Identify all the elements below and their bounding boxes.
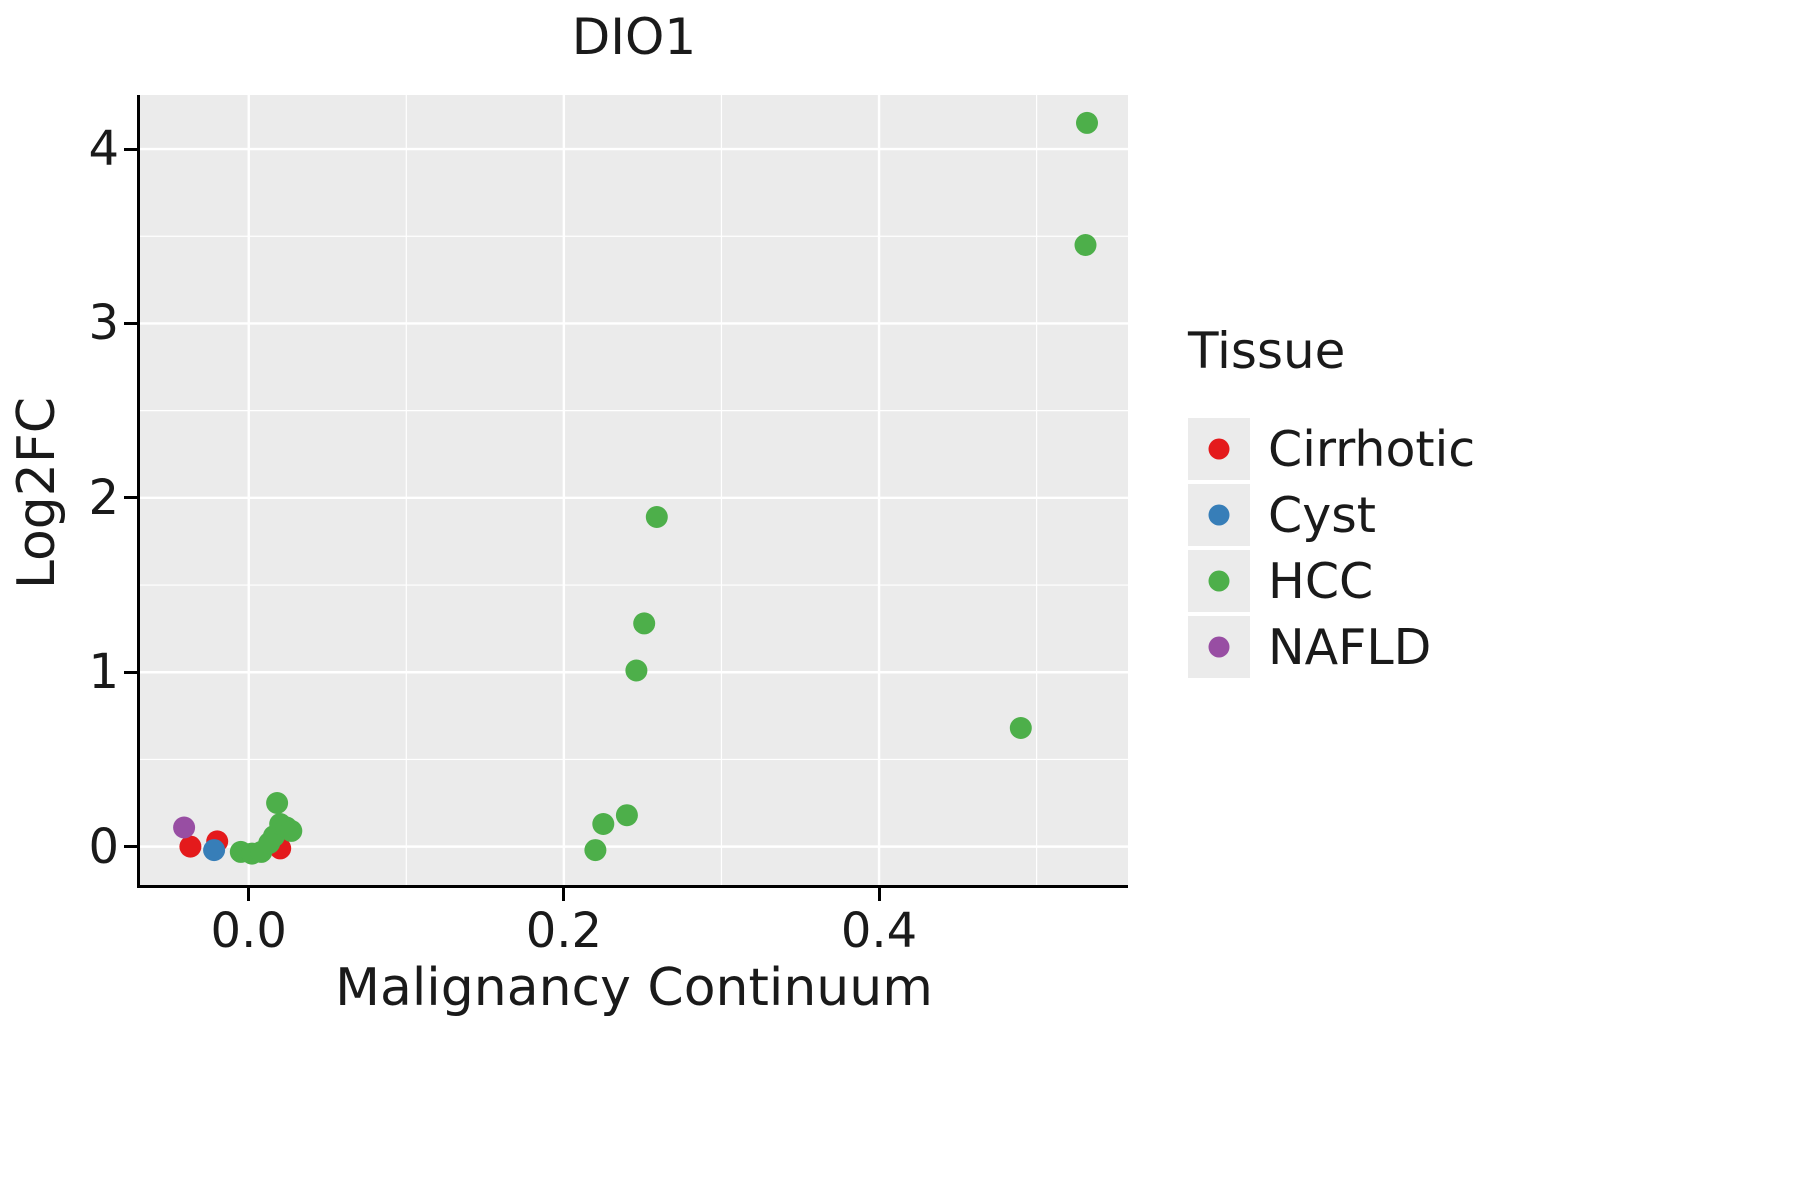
legend-item-cirrhotic: Cirrhotic: [1188, 418, 1475, 480]
legend-label: NAFLD: [1268, 618, 1432, 676]
data-point-hcc: [266, 792, 289, 814]
y-tick-mark: [124, 321, 137, 325]
y-tick-label: 2: [88, 469, 119, 526]
y-axis-line: [137, 95, 140, 888]
data-point-hcc: [280, 819, 303, 842]
y-tick-label: 3: [88, 295, 119, 352]
legend-item-cyst: Cyst: [1188, 484, 1475, 546]
legend-item-nafld: NAFLD: [1188, 616, 1475, 678]
legend-title: Tissue: [1188, 322, 1346, 380]
legend-item-hcc: HCC: [1188, 550, 1475, 612]
data-point-hcc: [625, 659, 648, 682]
legend-label: Cyst: [1268, 486, 1376, 544]
y-tick-label: 4: [88, 121, 119, 178]
x-tick-label: 0.0: [210, 903, 287, 959]
plot-panel: [140, 95, 1128, 885]
chart-title: DIO1: [571, 8, 697, 66]
data-point-cirrhotic: [179, 835, 202, 858]
legend-key: [1188, 550, 1250, 612]
legend-label: Cirrhotic: [1268, 420, 1476, 478]
data-point-hcc: [1009, 717, 1032, 739]
data-point-cyst: [203, 839, 226, 862]
y-tick-mark: [124, 496, 137, 500]
y-tick-label: 1: [88, 644, 119, 701]
legend-dot-hcc: [1208, 570, 1230, 592]
data-point-hcc: [1076, 111, 1098, 134]
data-point-hcc: [633, 612, 656, 635]
legend-dot-nafld: [1208, 636, 1230, 658]
y-tick-mark: [124, 845, 137, 849]
legend-key: [1188, 418, 1250, 480]
legend-dot-cirrhotic: [1208, 438, 1230, 460]
y-tick-mark: [124, 670, 137, 674]
data-point-hcc: [592, 813, 615, 835]
legend: Tissue Cirrhotic Cyst HCC NAFLD: [1188, 322, 1475, 682]
y-tick-mark: [124, 147, 137, 151]
x-tick-mark: [877, 888, 881, 901]
legend-items: Cirrhotic Cyst HCC NAFLD: [1188, 418, 1475, 678]
plot-area: [140, 95, 1128, 885]
legend-key: [1188, 616, 1250, 678]
data-point-hcc: [584, 839, 607, 862]
y-tick-label: 0: [88, 818, 119, 875]
x-axis-line: [137, 885, 1128, 888]
x-axis-label: Malignancy Continuum: [335, 958, 933, 1018]
legend-key: [1188, 484, 1250, 546]
legend-dot-cyst: [1208, 504, 1230, 526]
data-point-nafld: [173, 816, 196, 839]
x-tick-label: 0.4: [840, 903, 918, 959]
data-point-hcc: [615, 804, 638, 827]
x-tick-label: 0.2: [525, 903, 603, 959]
x-tick-mark: [247, 888, 251, 901]
legend-label: HCC: [1268, 552, 1374, 610]
data-point-hcc: [1074, 234, 1097, 256]
data-point-hcc: [645, 506, 668, 528]
x-tick-mark: [562, 888, 566, 901]
